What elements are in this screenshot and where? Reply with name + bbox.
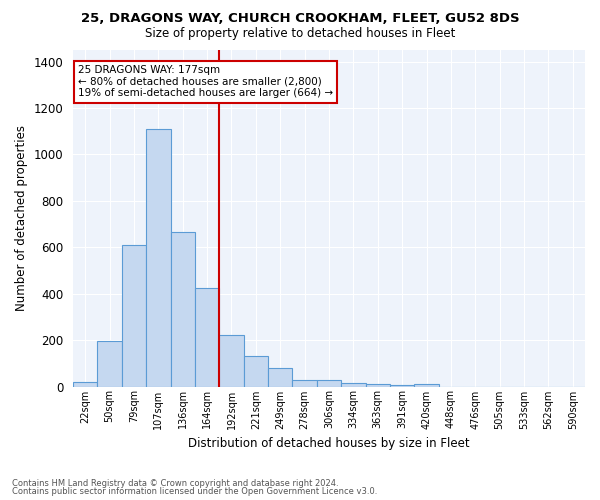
Bar (73, 382, 97, 386)
Bar (268, 368, 292, 386)
Bar (97, 342, 122, 386)
Bar (415, 384, 439, 386)
Text: Contains HM Land Registry data © Crown copyright and database right 2024.: Contains HM Land Registry data © Crown c… (12, 478, 338, 488)
Bar (220, 336, 244, 386)
Bar (341, 383, 365, 386)
X-axis label: Distribution of detached houses by size in Fleet: Distribution of detached houses by size … (188, 437, 470, 450)
Text: Contains public sector information licensed under the Open Government Licence v3: Contains public sector information licen… (12, 487, 377, 496)
Bar (195, 288, 220, 386)
Text: 25, DRAGONS WAY, CHURCH CROOKHAM, FLEET, GU52 8DS: 25, DRAGONS WAY, CHURCH CROOKHAM, FLEET,… (80, 12, 520, 26)
Bar (292, 380, 317, 386)
Bar (170, 232, 195, 386)
Text: 25 DRAGONS WAY: 177sqm
← 80% of detached houses are smaller (2,800)
19% of semi-: 25 DRAGONS WAY: 177sqm ← 80% of detached… (78, 65, 333, 98)
Bar (146, 129, 170, 386)
Text: Size of property relative to detached houses in Fleet: Size of property relative to detached ho… (145, 28, 455, 40)
Bar (122, 245, 146, 386)
Bar (365, 384, 390, 386)
Bar (244, 356, 268, 386)
Bar (317, 380, 341, 386)
Y-axis label: Number of detached properties: Number of detached properties (15, 126, 28, 312)
